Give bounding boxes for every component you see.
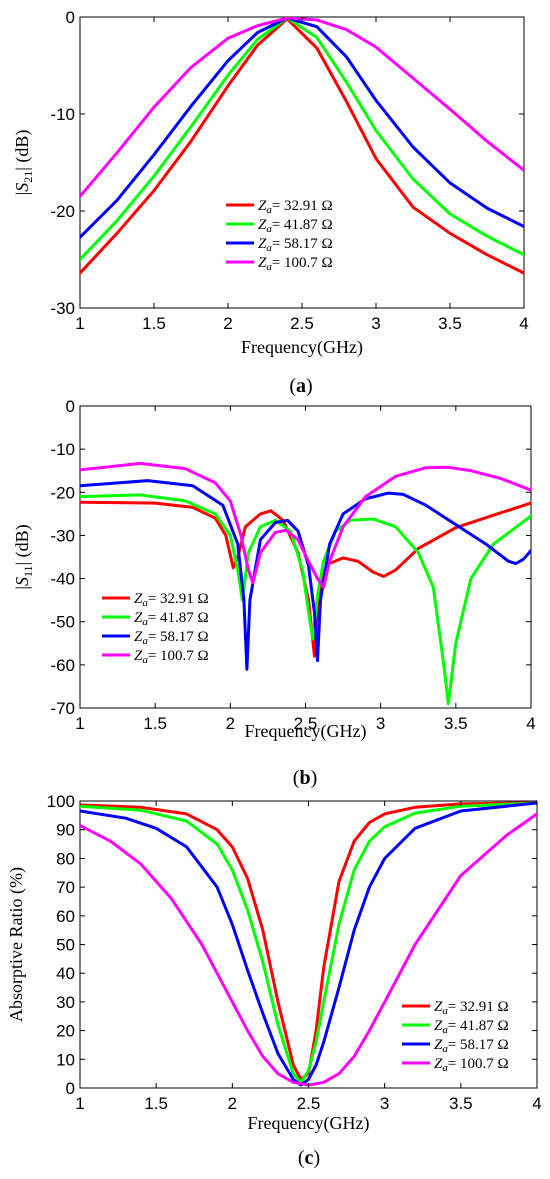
y-tick-label: -30: [50, 526, 75, 545]
legend: Za= 32.91 ΩZa= 41.87 ΩZa= 58.17 ΩZa= 100…: [102, 591, 209, 666]
x-tick-label: 2: [226, 714, 235, 733]
y-tick-label: 0: [66, 397, 75, 416]
series-line: [80, 461, 531, 589]
series-line: [80, 479, 531, 671]
y-tick-label: 100: [47, 792, 75, 811]
legend-label: Za= 100.7 Ω: [258, 255, 333, 273]
legend: Za= 32.91 ΩZa= 41.87 ΩZa= 58.17 ΩZa= 100…: [226, 198, 333, 273]
x-tick-label: 1.5: [143, 714, 167, 733]
y-tick-label: -10: [50, 440, 75, 459]
legend-label: Za= 100.7 Ω: [134, 648, 209, 666]
y-tick-label: 60: [56, 907, 75, 926]
series-line: [80, 801, 537, 1084]
panel-a-s21-chart: 1 1.5 2 2.5 3 3.5 4 -30 -20 -10 0 Frequency(GHz) |S2…: [12, 8, 529, 397]
x-tick-label: 1.5: [142, 314, 166, 333]
legend-label: Za= 41.87 Ω: [134, 610, 209, 628]
x-tick-label: 4: [532, 1094, 541, 1113]
x-tick-label: 3: [376, 714, 385, 733]
x-axis-label: Frequency(GHz): [248, 1113, 370, 1134]
y-tick-label: 30: [56, 993, 75, 1012]
x-tick-label: 3.5: [449, 1094, 473, 1113]
x-tick-label: 1: [75, 314, 84, 333]
x-tick-label: 3: [371, 314, 380, 333]
legend-label: Za= 41.87 Ω: [434, 1018, 509, 1036]
x-tick-label: 1: [75, 714, 84, 733]
series-line: [80, 17, 524, 239]
legend-label: Za= 32.91 Ω: [258, 198, 333, 216]
y-tick-label: 0: [66, 8, 75, 27]
y-tick-label: 90: [56, 821, 75, 840]
series-line: [80, 17, 524, 275]
x-tick-label: 4: [526, 714, 535, 733]
y-tick-label: -40: [50, 570, 75, 589]
panel-b-s11-chart: 1 1.5 2 2.5 3 3.5 4 -70 -60 -50 -40 -30 -20 -10 0 Frequ…: [12, 397, 536, 789]
y-tick-label: 40: [56, 964, 75, 983]
panel-c-absorptive-ratio-chart: 1 1.5 2 2.5 3 3.5 40102030405060708090100Frequ…: [6, 792, 542, 1169]
y-tick-label: -60: [50, 656, 75, 675]
plot-area: [79, 800, 538, 1089]
y-tick-label: -20: [50, 202, 75, 221]
y-tick-label: 70: [56, 878, 75, 897]
y-axis-label: |S11| (dB): [12, 524, 35, 589]
plot-area: [79, 16, 525, 309]
x-axis-label: Frequency(GHz): [241, 337, 363, 358]
x-tick-label: 3: [380, 1094, 389, 1113]
y-tick-label: 10: [56, 1050, 75, 1069]
legend: Za= 32.91 ΩZa= 41.87 ΩZa= 58.17 ΩZa= 100…: [402, 999, 509, 1074]
x-tick-label: 2: [223, 314, 232, 333]
x-tick-label: 3.5: [444, 714, 468, 733]
y-axis-label: Absorptive Ratio (%): [6, 867, 27, 1022]
series-line: [80, 17, 524, 261]
legend-label: Za= 58.17 Ω: [434, 1037, 509, 1055]
y-tick-label: 80: [56, 849, 75, 868]
x-axis-label: Frequency(GHz): [245, 721, 367, 742]
x-tick-label: 2: [228, 1094, 237, 1113]
x-tick-label: 2.5: [294, 714, 318, 733]
x-tick-label: 1.5: [144, 1094, 168, 1113]
legend-label: Za= 32.91 Ω: [434, 999, 509, 1017]
legend-label: Za= 100.7 Ω: [434, 1056, 509, 1074]
x-tick-label: 1: [75, 1094, 84, 1113]
x-tick-label: 4: [519, 314, 528, 333]
x-tick-label: 2.5: [297, 1094, 321, 1113]
y-tick-label: -70: [50, 699, 75, 718]
legend-label: Za= 32.91 Ω: [134, 591, 209, 609]
x-tick-label: 2.5: [290, 314, 314, 333]
legend-label: Za= 58.17 Ω: [134, 629, 209, 647]
y-tick-label: -10: [50, 105, 75, 124]
legend-label: Za= 41.87 Ω: [258, 217, 333, 235]
y-axis-label: |S21| (dB): [12, 130, 35, 196]
y-tick-label: -50: [50, 613, 75, 632]
x-tick-label: 3.5: [438, 314, 462, 333]
panel-label: (a): [289, 375, 312, 397]
legend-label: Za= 58.17 Ω: [258, 236, 333, 254]
y-tick-label: 0: [66, 1079, 75, 1098]
y-tick-label: 50: [56, 936, 75, 955]
panel-label: (c): [298, 1147, 320, 1169]
y-tick-label: -20: [50, 483, 75, 502]
series-line: [80, 812, 537, 1087]
y-tick-label: -30: [50, 299, 75, 318]
panel-label: (b): [293, 767, 317, 789]
y-tick-label: 20: [56, 1022, 75, 1041]
